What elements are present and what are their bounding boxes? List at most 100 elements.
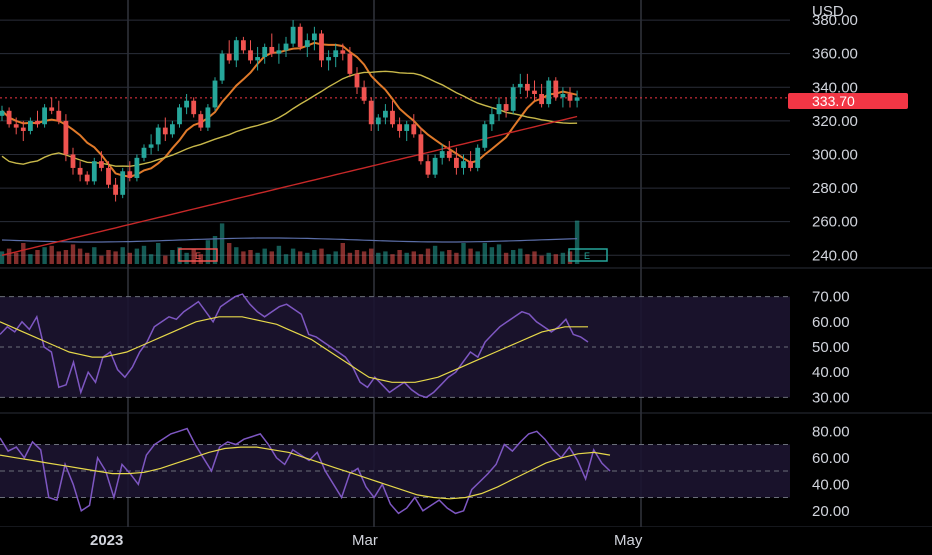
- candle-body: [233, 40, 239, 61]
- candle-body: [375, 117, 381, 125]
- candle: [42, 104, 47, 128]
- candle: [49, 97, 55, 115]
- candle: [510, 83, 516, 115]
- volume-bar: [35, 250, 40, 264]
- candle-body: [35, 120, 40, 125]
- candle: [560, 87, 566, 108]
- candle: [0, 105, 5, 121]
- earnings-marker-2[interactable]: [568, 248, 608, 262]
- candle: [347, 46, 353, 78]
- volume-bar: [276, 245, 282, 264]
- volume-bar: [326, 254, 331, 264]
- candle-body: [482, 124, 488, 148]
- last-price-label: 333.70: [812, 93, 855, 109]
- price-tick-label: 260.00: [812, 214, 858, 231]
- candle-body: [383, 110, 388, 118]
- volume-bar: [574, 220, 580, 264]
- candle-body: [241, 40, 246, 51]
- volume-bar: [85, 252, 90, 264]
- volume-bar: [298, 251, 303, 264]
- volume-bar: [482, 243, 487, 264]
- ma-mid-line: [1, 70, 578, 168]
- time-label-2023: 2023: [90, 532, 123, 549]
- candle-body: [297, 26, 303, 47]
- candle-body: [489, 114, 495, 125]
- volume-bar: [113, 251, 118, 264]
- rsi-tick-label: 50.00: [812, 339, 850, 356]
- volume-bar: [553, 254, 558, 264]
- oscillators: 70.00 60.00 50.00 40.00 30.00 80.00 60.00 40.00…: [0, 289, 850, 520]
- volume-bar: [156, 243, 161, 264]
- candle-body: [205, 107, 211, 128]
- candle: [262, 43, 268, 64]
- candle: [134, 154, 140, 182]
- candle-body: [290, 26, 296, 44]
- candle: [361, 80, 367, 105]
- candle-body: [56, 110, 62, 121]
- earnings-marker-1[interactable]: [178, 248, 218, 262]
- volume-bar: [198, 254, 203, 264]
- rsi-signal-line: [0, 316, 588, 383]
- candle-body: [312, 33, 317, 41]
- candle: [226, 40, 232, 64]
- candle: [525, 73, 530, 98]
- candle-body: [418, 134, 424, 162]
- volume-bar: [6, 248, 12, 264]
- candle: [212, 77, 218, 111]
- volume-bar: [163, 255, 168, 264]
- candle: [461, 154, 466, 175]
- volume-bar: [21, 243, 26, 264]
- volume-bar: [333, 251, 338, 264]
- rsi-tick-label: 30.00: [812, 389, 850, 406]
- candle: [91, 157, 97, 185]
- candle: [155, 124, 161, 152]
- candle: [20, 120, 26, 142]
- ma-slow-line: [1, 115, 578, 256]
- candle: [28, 117, 33, 135]
- candle-body: [127, 171, 133, 178]
- volume-bar: [532, 251, 537, 264]
- candle-body: [425, 161, 431, 175]
- candle-body: [70, 154, 76, 168]
- volume-bar: [170, 250, 175, 264]
- candle: [418, 127, 424, 165]
- candle-body: [397, 124, 402, 131]
- candle: [13, 117, 19, 135]
- candle-body: [454, 157, 459, 168]
- volume-bar: [539, 255, 544, 264]
- candle: [454, 147, 459, 175]
- volume-bar: [184, 252, 189, 264]
- volume-bar: [134, 248, 140, 264]
- last-price-badge: 333.70: [788, 93, 908, 109]
- volume-bar: [369, 248, 374, 264]
- candle-body: [49, 107, 55, 111]
- candle-body: [170, 124, 175, 135]
- candle-body: [177, 107, 182, 125]
- candle: [255, 46, 260, 71]
- volume-bar: [319, 248, 324, 264]
- volume-bar: [496, 244, 502, 264]
- price-tick-label: 240.00: [812, 247, 858, 264]
- volume-bar: [425, 248, 431, 264]
- candle-body: [248, 50, 253, 61]
- volume-bar: [432, 245, 438, 264]
- candle: [184, 94, 189, 115]
- volume-bar: [283, 254, 289, 264]
- ma-fast-line: [1, 41, 578, 178]
- price-tick-label: 280.00: [812, 180, 858, 197]
- volume-bar: [503, 252, 509, 264]
- volume-bar: [234, 247, 239, 264]
- candle: [397, 117, 402, 138]
- candle-body: [361, 87, 367, 101]
- volume-bar: [397, 250, 402, 264]
- candle: [77, 161, 83, 182]
- volume-bar: [489, 247, 495, 264]
- candle-body: [20, 127, 26, 131]
- volume-bar: [290, 248, 296, 264]
- candle-body: [42, 107, 47, 125]
- candle: [35, 110, 40, 128]
- candle-body: [503, 104, 509, 111]
- volume-bar: [390, 254, 395, 264]
